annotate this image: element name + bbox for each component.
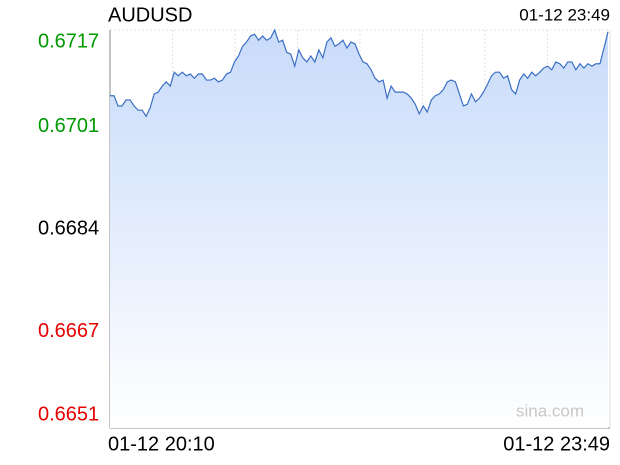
- y-tick-label: 0.6684: [38, 217, 99, 239]
- y-tick-label: 0.6701: [38, 115, 99, 137]
- y-tick-label: 0.6651: [38, 403, 99, 425]
- y-tick-label: 0.6717: [38, 30, 99, 52]
- chart-title: AUDUSD: [108, 4, 192, 26]
- labels: AUDUSD 01-12 23:49 sina.com 0.6651 0.6667…: [38, 4, 610, 455]
- x-tick-label: 01-12 23:49: [503, 433, 610, 455]
- price-line: [110, 28, 609, 118]
- y-tick-label: 0.6667: [38, 320, 99, 342]
- area-fill: [110, 30, 608, 428]
- plot: [110, 28, 609, 428]
- current-time: 01-12 23:49: [519, 5, 610, 24]
- x-tick-label: 01-12 20:10: [108, 433, 215, 455]
- watermark: sina.com: [516, 401, 584, 420]
